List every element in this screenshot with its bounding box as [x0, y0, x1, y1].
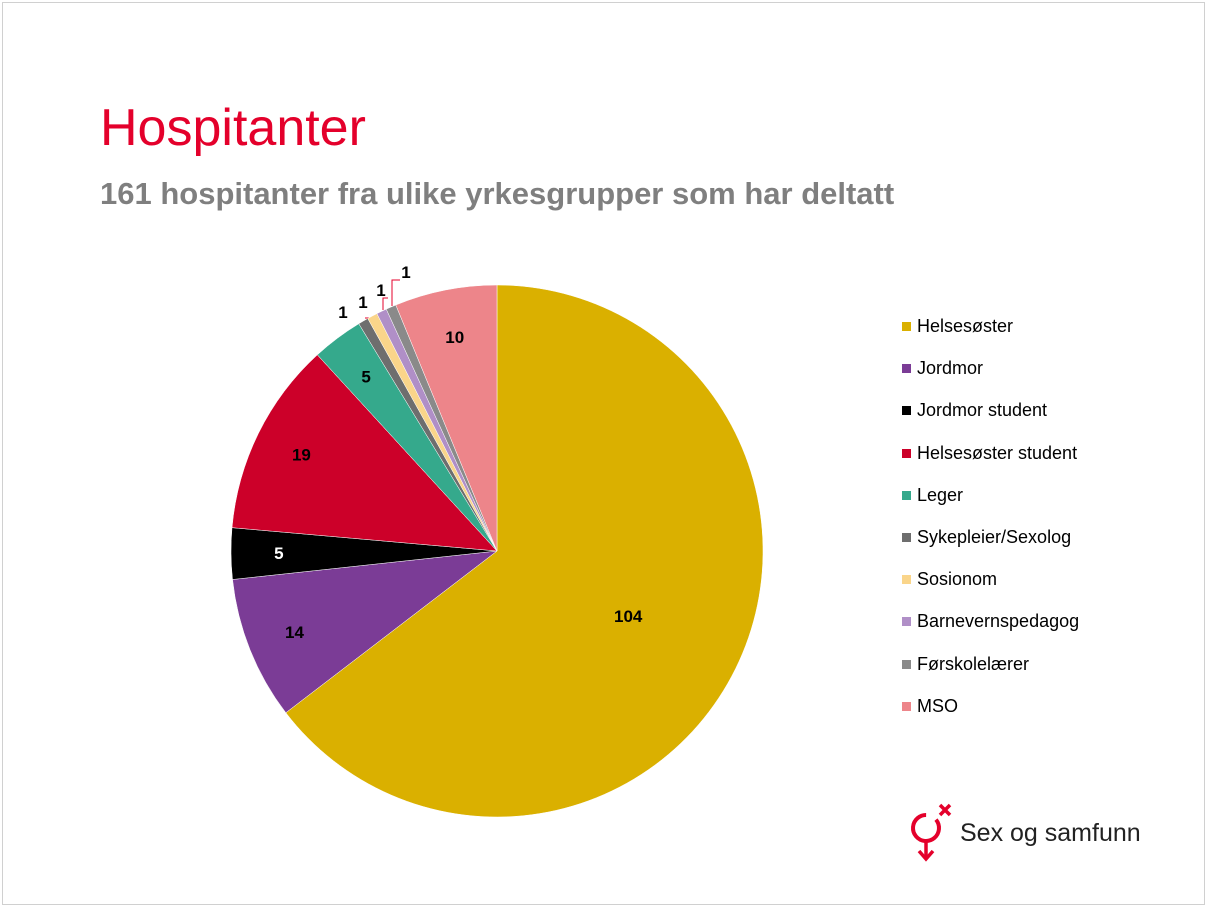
- legend-item: Helsesøster student: [902, 443, 1079, 485]
- data-label: 5: [361, 368, 370, 387]
- pie-slice-10: [395, 284, 498, 552]
- legend-swatch: [902, 490, 911, 500]
- logo: Sex og samfunn: [908, 802, 1141, 864]
- slide-subtitle: 161 hospitanter fra ulike yrkesgrupper s…: [100, 176, 895, 211]
- legend-label: Sykepleier/Sexolog: [917, 526, 1072, 547]
- leader-line: [391, 279, 400, 306]
- legend-item: Jordmor: [902, 358, 1079, 400]
- data-label: 1: [401, 263, 410, 282]
- legend-swatch: [902, 532, 911, 542]
- legend-swatch: [902, 322, 911, 331]
- data-label: 1: [376, 281, 385, 300]
- pie-slice-1: [285, 284, 764, 818]
- legend-label: Leger: [917, 484, 964, 505]
- legend-swatch: [902, 448, 911, 458]
- data-label: 1: [358, 293, 367, 312]
- legend-item: Leger: [902, 485, 1079, 527]
- legend-item: Førskolelærer: [902, 654, 1079, 696]
- legend-item: MSO: [902, 696, 1079, 738]
- pie-slice-4: [231, 354, 498, 552]
- legend-label: Jordmor: [917, 358, 984, 379]
- chart-legend: Helsesøster Jordmor Jordmor student Helsesø…: [902, 316, 1079, 738]
- legend-item: Sykepleier/Sexolog: [902, 527, 1079, 569]
- legend-label: Helsesøster student: [917, 442, 1078, 463]
- legend-swatch: [902, 364, 911, 374]
- legend-swatch: [902, 617, 911, 627]
- legend-label: Sosionom: [917, 569, 998, 590]
- gender-symbol-icon: [911, 803, 952, 862]
- legend-swatch: [902, 406, 911, 416]
- legend-label: MSO: [917, 695, 959, 716]
- data-label: 10: [445, 328, 464, 347]
- legend-label: Barnevernspedagog: [917, 611, 1080, 632]
- data-label: 104: [614, 607, 643, 626]
- pie-slice-2: [232, 550, 498, 714]
- leader-line: [382, 297, 388, 310]
- legend-swatch: [902, 575, 911, 585]
- legend-swatch: [902, 659, 911, 669]
- legend-label: Helsesøster: [917, 316, 1014, 336]
- data-label: 19: [292, 445, 311, 464]
- legend-label: Førskolelærer: [917, 653, 1030, 674]
- legend-swatch: [902, 701, 911, 711]
- slide-title: Hospitanter: [100, 99, 366, 157]
- legend-item: Jordmor student: [902, 400, 1079, 442]
- data-label: 1: [338, 303, 347, 322]
- logo-text: Sex og samfunn: [960, 818, 1141, 847]
- legend-item: Barnevernspedagog: [902, 611, 1079, 653]
- legend-item: Sosionom: [902, 569, 1079, 611]
- data-label: 14: [285, 623, 304, 642]
- legend-item: Helsesøster: [902, 316, 1079, 358]
- legend-label: Jordmor student: [917, 400, 1048, 421]
- data-label: 5: [274, 544, 283, 563]
